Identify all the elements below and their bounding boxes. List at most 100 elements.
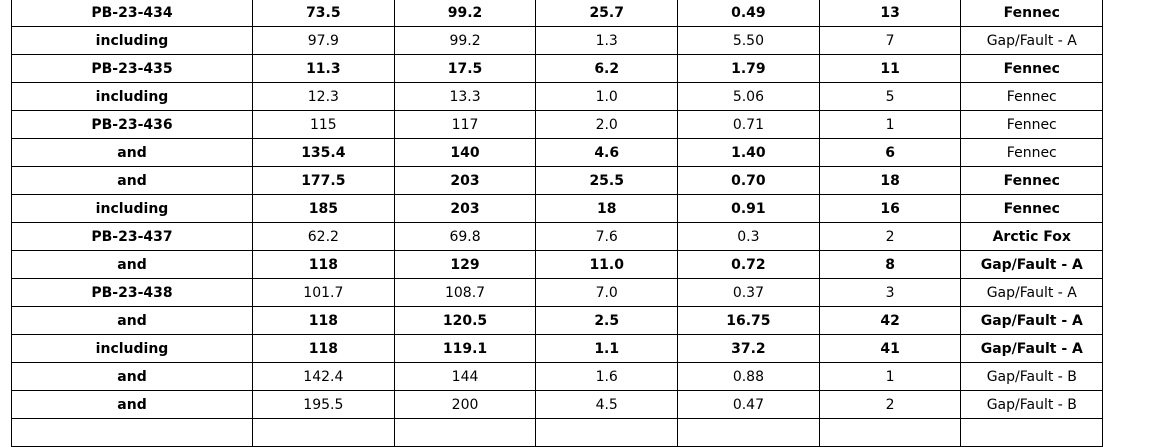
- cell-to: 203: [393, 194, 537, 223]
- cell-metal-factor: 1: [818, 362, 962, 391]
- cell-hole-or-interval: PB-23-437: [11, 222, 253, 251]
- cell-length: 1.0: [535, 82, 679, 111]
- cell-from: 135.4: [252, 138, 395, 167]
- cell-from: 195.5: [252, 390, 395, 419]
- cell-zone: Fennec: [960, 138, 1104, 167]
- cell-grade: 0.71: [677, 110, 820, 139]
- cell-zone: [960, 418, 1104, 447]
- table-row: PB-23-435 11.3 17.5 6.2 1.79 11 Fennec: [11, 54, 1104, 83]
- cell-hole-or-interval: including: [11, 194, 253, 223]
- cell-metal-factor: 41: [818, 334, 962, 363]
- cell-to: 200: [393, 390, 537, 419]
- cell-grade: 0.3: [677, 222, 820, 251]
- cell-from: 11.3: [252, 54, 395, 83]
- cell-length: 1.3: [535, 26, 679, 55]
- cell-from: 115: [252, 110, 395, 139]
- cell-from: 142.4: [252, 362, 395, 391]
- cell-length: 2.0: [535, 110, 679, 139]
- cell-to: 99.2: [393, 0, 537, 27]
- table-row: including 118 119.1 1.1 37.2 41 Gap/Fault - A: [11, 334, 1104, 363]
- cell-zone: Fennec: [960, 194, 1104, 223]
- cell-length: 4.6: [535, 138, 679, 167]
- cell-zone: Gap/Fault - A: [960, 334, 1104, 363]
- cell-grade: 0.37: [677, 278, 820, 307]
- cell-hole-or-interval: and: [11, 390, 253, 419]
- cell-length: [535, 418, 679, 447]
- cell-to: 144: [393, 362, 537, 391]
- cell-metal-factor: 3: [818, 278, 962, 307]
- cell-hole-or-interval: including: [11, 82, 253, 111]
- table-row: including 97.9 99.2 1.3 5.50 7 Gap/Fault - A: [11, 26, 1104, 55]
- cell-grade: 5.06: [677, 82, 820, 111]
- cell-metal-factor: 5: [818, 82, 962, 111]
- cell-from: 118: [252, 334, 395, 363]
- cell-hole-or-interval: and: [11, 362, 253, 391]
- cell-to: 13.3: [393, 82, 537, 111]
- cell-from: 118: [252, 250, 395, 279]
- cell-metal-factor: 2: [818, 390, 962, 419]
- table-row: and 195.5 200 4.5 0.47 2 Gap/Fault - B: [11, 390, 1104, 419]
- cell-metal-factor: 2: [818, 222, 962, 251]
- cell-grade: 1.40: [677, 138, 820, 167]
- cell-grade: 37.2: [677, 334, 820, 363]
- table-row: [11, 418, 1104, 447]
- cell-hole-or-interval: and: [11, 138, 253, 167]
- cell-grade: [677, 418, 820, 447]
- cell-to: 120.5: [393, 306, 537, 335]
- cell-length: 1.1: [535, 334, 679, 363]
- cell-length: 18: [535, 194, 679, 223]
- cell-grade: 0.88: [677, 362, 820, 391]
- cell-grade: 0.47: [677, 390, 820, 419]
- cell-grade: 16.75: [677, 306, 820, 335]
- drill-results-table: PB-23-434 73.5 99.2 25.7 0.49 13 Fennec includi…: [11, 0, 1104, 447]
- cell-to: 203: [393, 166, 537, 195]
- cell-metal-factor: 13: [818, 0, 962, 27]
- cell-metal-factor: 42: [818, 306, 962, 335]
- table-row: and 142.4 144 1.6 0.88 1 Gap/Fault - B: [11, 362, 1104, 391]
- cell-zone: Fennec: [960, 54, 1104, 83]
- cell-metal-factor: 18: [818, 166, 962, 195]
- cell-zone: Gap/Fault - A: [960, 278, 1104, 307]
- cell-zone: Fennec: [960, 0, 1104, 27]
- cell-zone: Fennec: [960, 166, 1104, 195]
- cell-to: 17.5: [393, 54, 537, 83]
- cell-length: 25.7: [535, 0, 679, 27]
- cell-length: 6.2: [535, 54, 679, 83]
- cell-from: 118: [252, 306, 395, 335]
- cell-hole-or-interval: including: [11, 26, 253, 55]
- cell-metal-factor: 8: [818, 250, 962, 279]
- cell-hole-or-interval: PB-23-438: [11, 278, 253, 307]
- cell-zone: Fennec: [960, 110, 1104, 139]
- table-row: and 118 129 11.0 0.72 8 Gap/Fault - A: [11, 250, 1104, 279]
- cell-length: 4.5: [535, 390, 679, 419]
- cell-hole-or-interval: and: [11, 166, 253, 195]
- cell-to: 129: [393, 250, 537, 279]
- cell-length: 2.5: [535, 306, 679, 335]
- cell-from: 177.5: [252, 166, 395, 195]
- cell-grade: 1.79: [677, 54, 820, 83]
- cell-from: 97.9: [252, 26, 395, 55]
- cell-zone: Gap/Fault - A: [960, 306, 1104, 335]
- cell-hole-or-interval: PB-23-434: [11, 0, 253, 27]
- cell-length: 7.6: [535, 222, 679, 251]
- cell-hole-or-interval: PB-23-435: [11, 54, 253, 83]
- cell-to: 99.2: [393, 26, 537, 55]
- table-row: and 177.5 203 25.5 0.70 18 Fennec: [11, 166, 1104, 195]
- cell-grade: 0.91: [677, 194, 820, 223]
- cell-to: [393, 418, 537, 447]
- cell-length: 1.6: [535, 362, 679, 391]
- cell-grade: 5.50: [677, 26, 820, 55]
- cell-hole-or-interval: [11, 418, 253, 447]
- cell-hole-or-interval: including: [11, 334, 253, 363]
- cell-to: 140: [393, 138, 537, 167]
- table-row: PB-23-438 101.7 108.7 7.0 0.37 3 Gap/Fault - A: [11, 278, 1104, 307]
- cell-to: 119.1: [393, 334, 537, 363]
- table-row: and 135.4 140 4.6 1.40 6 Fennec: [11, 138, 1104, 167]
- cell-from: 101.7: [252, 278, 395, 307]
- table-row: PB-23-437 62.2 69.8 7.6 0.3 2 Arctic Fox: [11, 222, 1104, 251]
- cell-metal-factor: 6: [818, 138, 962, 167]
- table-row: PB-23-434 73.5 99.2 25.7 0.49 13 Fennec: [11, 0, 1104, 27]
- cell-hole-or-interval: and: [11, 306, 253, 335]
- cell-zone: Gap/Fault - A: [960, 26, 1104, 55]
- cell-zone: Gap/Fault - A: [960, 250, 1104, 279]
